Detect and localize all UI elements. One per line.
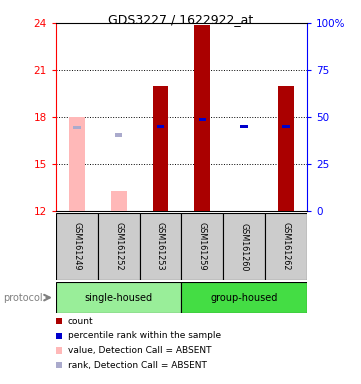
Bar (240, 125, 248, 128)
Bar (115, 133, 122, 137)
Text: GSM161252: GSM161252 (114, 222, 123, 271)
Bar (153, 86, 169, 211)
Text: GSM161249: GSM161249 (72, 222, 81, 271)
Text: count: count (68, 317, 93, 326)
Text: single-housed: single-housed (84, 293, 153, 303)
Text: GSM161253: GSM161253 (156, 222, 165, 271)
Bar (69, 117, 85, 211)
Bar (73, 126, 81, 129)
Bar (56, 282, 181, 313)
Bar (98, 213, 140, 280)
Bar (140, 213, 181, 280)
Text: percentile rank within the sample: percentile rank within the sample (68, 331, 221, 340)
Text: protocol: protocol (4, 293, 43, 303)
Bar (282, 125, 290, 128)
Text: GDS3227 / 1622922_at: GDS3227 / 1622922_at (108, 13, 253, 26)
Bar (111, 191, 127, 211)
Bar (223, 213, 265, 280)
Text: group-housed: group-housed (210, 293, 278, 303)
Bar (56, 213, 98, 280)
Bar (278, 86, 294, 211)
Bar (194, 25, 210, 211)
Bar (265, 213, 307, 280)
Text: GSM161260: GSM161260 (240, 223, 249, 271)
Bar (199, 118, 206, 121)
Text: GSM161262: GSM161262 (282, 222, 291, 271)
Bar (157, 125, 164, 128)
Bar (181, 282, 307, 313)
Bar (181, 213, 223, 280)
Text: GSM161259: GSM161259 (198, 222, 207, 271)
Text: rank, Detection Call = ABSENT: rank, Detection Call = ABSENT (68, 361, 207, 369)
Text: value, Detection Call = ABSENT: value, Detection Call = ABSENT (68, 346, 212, 355)
